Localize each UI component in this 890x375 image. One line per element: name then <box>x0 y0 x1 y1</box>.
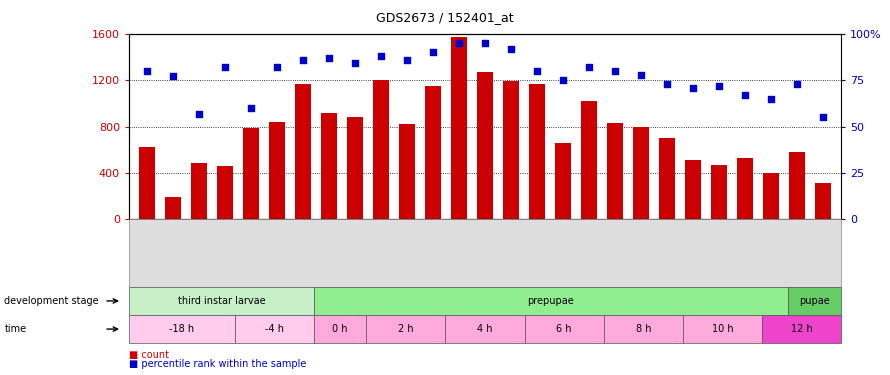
Point <box>608 68 622 74</box>
Point <box>218 64 232 70</box>
Text: time: time <box>4 324 27 334</box>
Point <box>348 60 362 66</box>
Text: 12 h: 12 h <box>790 324 813 334</box>
Point <box>816 114 830 120</box>
Bar <box>477 72 493 219</box>
Point <box>322 55 336 61</box>
Text: 10 h: 10 h <box>712 324 733 334</box>
Bar <box>763 173 779 219</box>
Point <box>789 81 804 87</box>
Text: -18 h: -18 h <box>169 324 194 334</box>
Point <box>426 50 441 55</box>
Point <box>270 64 284 70</box>
Bar <box>313 315 367 343</box>
Bar <box>367 315 446 343</box>
Bar <box>524 315 603 343</box>
Bar <box>129 287 313 315</box>
Text: -4 h: -4 h <box>264 324 284 334</box>
Bar <box>603 315 683 343</box>
Point <box>478 40 492 46</box>
Bar <box>555 143 570 219</box>
Bar <box>737 158 753 219</box>
Point <box>556 77 570 83</box>
Text: ■ count: ■ count <box>129 350 169 360</box>
Bar <box>789 287 841 315</box>
Bar <box>313 287 789 315</box>
Bar <box>347 117 363 219</box>
Point <box>530 68 544 74</box>
Point <box>192 111 206 117</box>
Point <box>712 83 726 89</box>
Text: 6 h: 6 h <box>556 324 572 334</box>
Text: development stage: development stage <box>4 296 99 306</box>
Text: 0 h: 0 h <box>332 324 348 334</box>
Text: 4 h: 4 h <box>477 324 493 334</box>
Point <box>634 72 648 78</box>
Bar <box>166 197 181 219</box>
Point <box>659 81 674 87</box>
Bar <box>129 315 235 343</box>
Bar <box>270 122 285 219</box>
Bar <box>633 127 649 219</box>
Point <box>738 92 752 98</box>
Bar <box>321 112 337 219</box>
Bar <box>400 124 415 219</box>
Bar <box>685 160 700 219</box>
Point <box>244 105 258 111</box>
Point <box>296 57 311 63</box>
Bar <box>789 152 805 219</box>
Point <box>686 85 700 91</box>
Bar <box>425 86 441 219</box>
Bar <box>607 123 623 219</box>
Point <box>582 64 596 70</box>
Text: ■ percentile rank within the sample: ■ percentile rank within the sample <box>129 359 306 369</box>
Bar <box>683 315 762 343</box>
Bar <box>711 165 727 219</box>
Bar <box>659 138 675 219</box>
Bar <box>530 84 545 219</box>
Bar <box>446 315 524 343</box>
Bar <box>243 128 259 219</box>
Text: prepupae: prepupae <box>528 296 574 306</box>
Point <box>504 46 518 52</box>
Bar <box>451 37 467 219</box>
Bar <box>762 315 841 343</box>
Bar <box>129 219 841 287</box>
Bar <box>191 162 207 219</box>
Bar <box>295 84 311 219</box>
Point <box>452 40 466 46</box>
Point <box>764 96 778 102</box>
Text: GDS2673 / 152401_at: GDS2673 / 152401_at <box>376 11 514 24</box>
Text: 2 h: 2 h <box>398 324 414 334</box>
Bar <box>373 80 389 219</box>
Point <box>400 57 414 63</box>
Bar <box>217 166 233 219</box>
Point <box>374 53 388 59</box>
Point <box>166 74 181 80</box>
Bar <box>815 183 830 219</box>
Bar <box>140 147 155 219</box>
Bar <box>581 101 597 219</box>
Text: pupae: pupae <box>799 296 830 306</box>
Bar <box>235 315 313 343</box>
Text: third instar larvae: third instar larvae <box>177 296 265 306</box>
Bar <box>503 81 519 219</box>
Text: 8 h: 8 h <box>635 324 651 334</box>
Point <box>140 68 154 74</box>
